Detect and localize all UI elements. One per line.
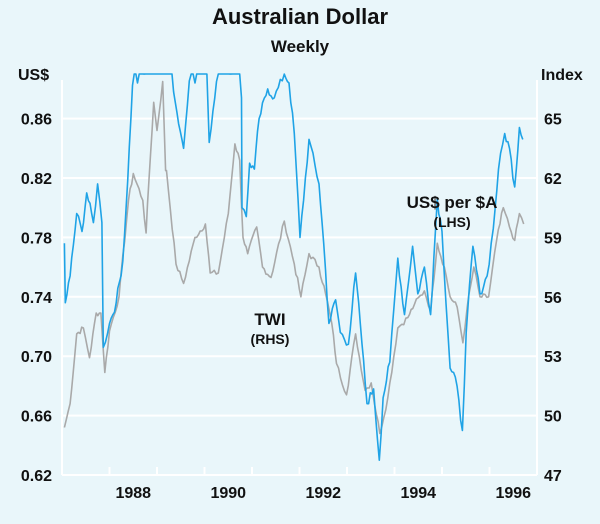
usd-series-side: (LHS) xyxy=(433,214,470,230)
twi-series-label: TWI xyxy=(254,310,285,329)
x-tick-label: 1988 xyxy=(115,485,151,502)
left-tick-label: 0.86 xyxy=(21,112,52,129)
right-tick-label: 65 xyxy=(544,112,562,129)
x-tick-label: 1992 xyxy=(305,485,341,502)
chart-subtitle: Weekly xyxy=(270,37,330,56)
left-tick-label: 0.74 xyxy=(21,290,52,307)
x-tick-label: 1994 xyxy=(400,485,436,502)
right-tick-label: 56 xyxy=(544,290,562,307)
x-tick-label: 1990 xyxy=(210,485,246,502)
right-tick-label: 53 xyxy=(544,349,562,366)
chart-title: Australian Dollar xyxy=(211,4,389,29)
usd-series-label: US$ per $A xyxy=(407,193,498,212)
left-tick-label: 0.70 xyxy=(21,349,52,366)
right-tick-label: 50 xyxy=(544,409,562,426)
left-tick-label: 0.66 xyxy=(21,409,52,426)
left-axis-label: US$ xyxy=(18,67,49,84)
right-tick-label: 59 xyxy=(544,230,562,247)
twi-line xyxy=(63,73,524,461)
x-tick-label: 1996 xyxy=(495,485,531,502)
left-tick-label: 0.78 xyxy=(21,230,52,247)
right-axis-label: Index xyxy=(541,67,583,84)
left-tick-label: 0.82 xyxy=(21,171,52,188)
right-tick-label: 47 xyxy=(544,468,562,485)
usd-per-aud-line xyxy=(63,80,525,435)
right-tick-label: 62 xyxy=(544,171,562,188)
twi-series-side: (RHS) xyxy=(251,331,290,347)
left-tick-label: 0.62 xyxy=(21,468,52,485)
